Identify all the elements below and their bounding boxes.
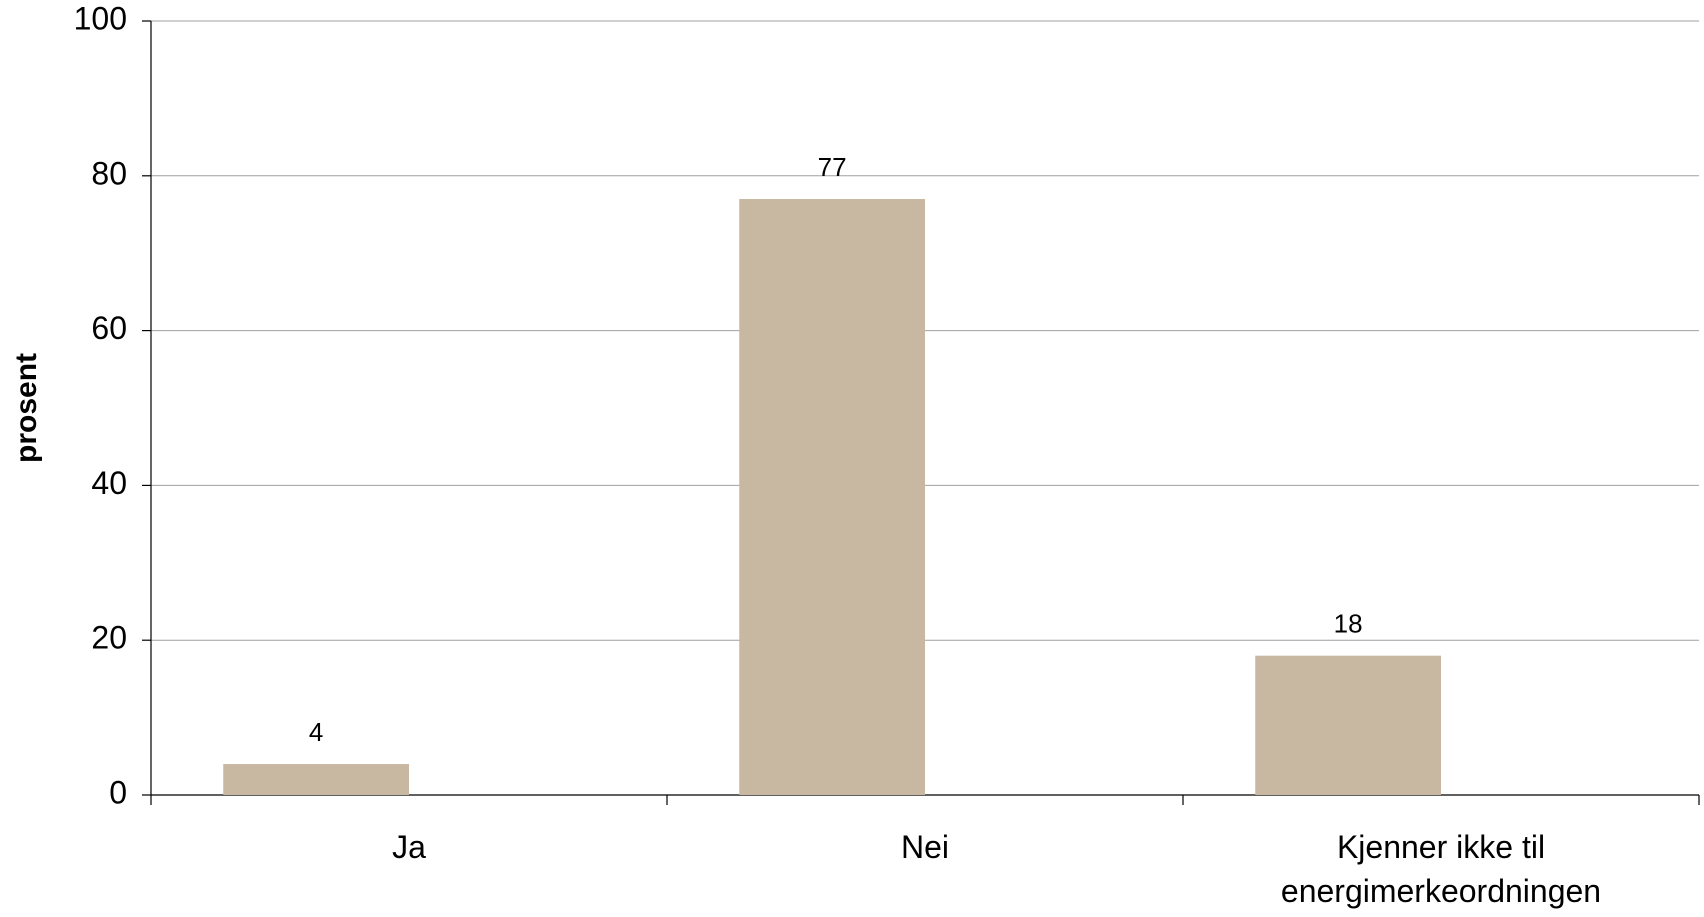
data-label: 4 [309,717,323,747]
y-tick-label: 0 [109,774,127,810]
x-tick-label: Kjenner ikke til energimerkeordningen [1280,829,1602,909]
y-tick-label: 20 [91,620,127,656]
bar [739,199,925,795]
data-label: 77 [818,152,847,182]
y-tick-label: 60 [91,310,127,346]
y-tick-label: 40 [91,465,127,501]
y-axis-label: prosent [10,353,43,463]
y-tick-label: 100 [74,0,127,36]
bar [223,764,409,795]
bar [1255,655,1441,795]
y-tick-label: 80 [91,155,127,191]
x-tick-label: Ja [392,829,426,865]
x-tick-label: Nei [900,829,949,865]
data-label: 18 [1334,609,1363,639]
